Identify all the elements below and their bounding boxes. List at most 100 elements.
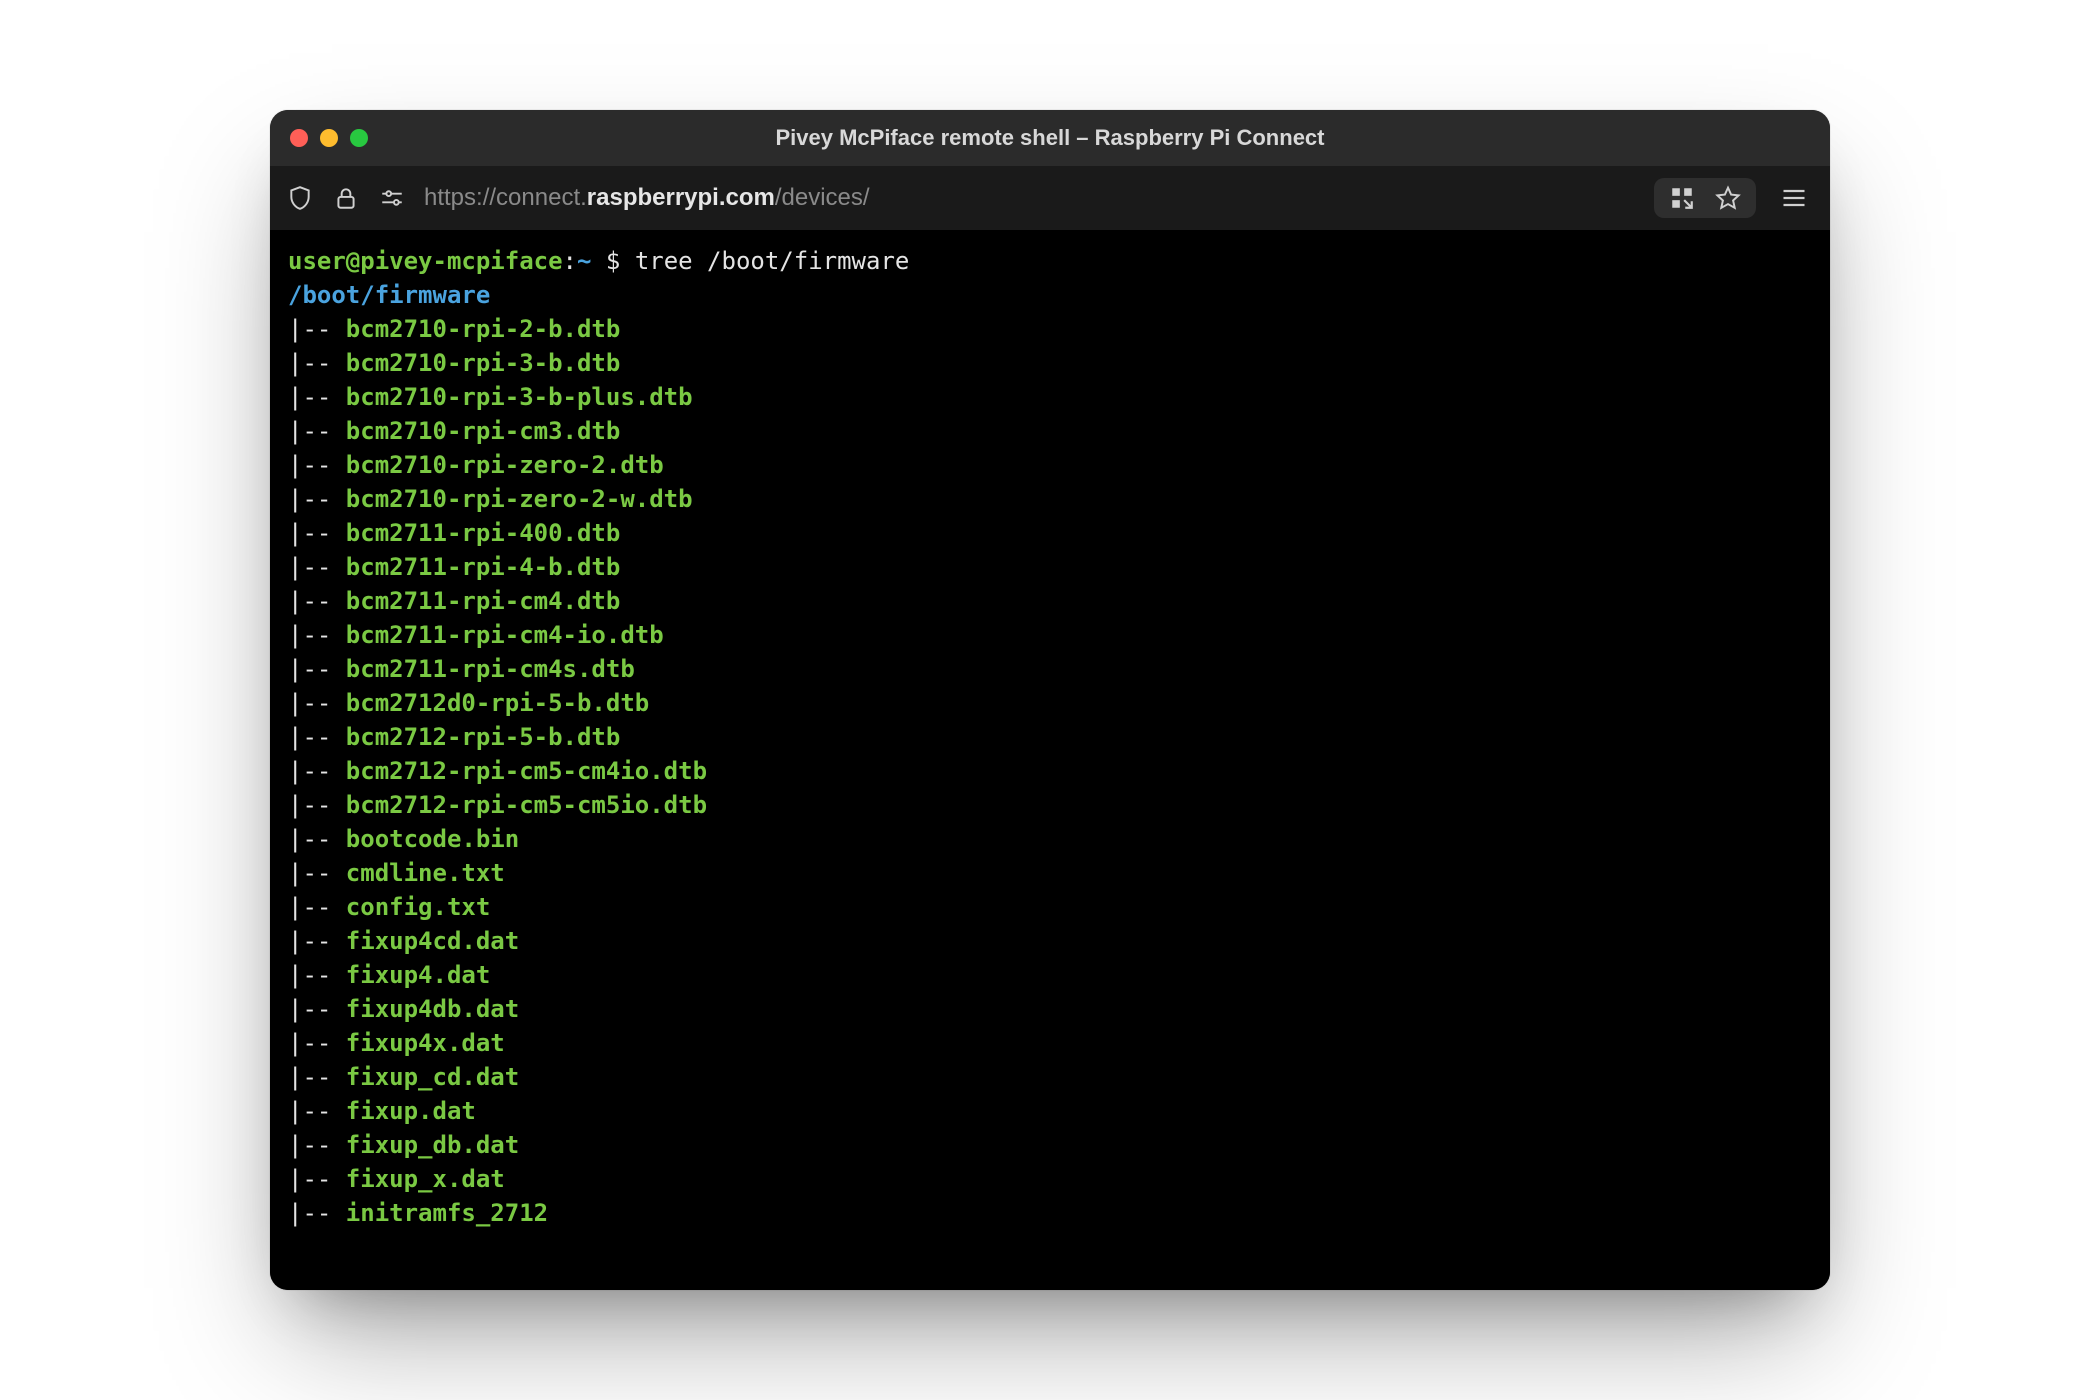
- tree-file: config.txt: [346, 893, 491, 921]
- tree-line: |-- cmdline.txt: [288, 856, 1812, 890]
- prompt-user: user: [288, 247, 346, 275]
- tree-branch: |--: [288, 655, 346, 683]
- window-title: Pivey McPiface remote shell – Raspberry …: [290, 125, 1810, 151]
- tree-file: bcm2710-rpi-zero-2.dtb: [346, 451, 664, 479]
- toolbar-action-pill: [1654, 178, 1756, 218]
- tree-branch: |--: [288, 961, 346, 989]
- tree-branch: |--: [288, 825, 346, 853]
- browser-toolbar: https://connect.raspberrypi.com/devices/: [270, 166, 1830, 230]
- tree-line: |-- bootcode.bin: [288, 822, 1812, 856]
- tree-branch: |--: [288, 485, 346, 513]
- tree-line: |-- fixup4cd.dat: [288, 924, 1812, 958]
- tree-branch: |--: [288, 791, 346, 819]
- tree-branch: |--: [288, 757, 346, 785]
- window-titlebar: Pivey McPiface remote shell – Raspberry …: [270, 110, 1830, 166]
- tree-line: |-- fixup_cd.dat: [288, 1060, 1812, 1094]
- tree-line: |-- config.txt: [288, 890, 1812, 924]
- traffic-lights: [290, 129, 368, 147]
- tree-line: |-- bcm2711-rpi-cm4-io.dtb: [288, 618, 1812, 652]
- settings-slider-icon[interactable]: [376, 182, 408, 214]
- tree-root-path: /boot/firmware: [288, 281, 490, 309]
- tree-branch: |--: [288, 1063, 346, 1091]
- tree-file: fixup.dat: [346, 1097, 476, 1125]
- expand-icon[interactable]: [1668, 184, 1696, 212]
- maximize-button[interactable]: [350, 129, 368, 147]
- tree-branch: |--: [288, 451, 346, 479]
- tree-file: bcm2711-rpi-cm4.dtb: [346, 587, 621, 615]
- tree-line: |-- bcm2712-rpi-cm5-cm5io.dtb: [288, 788, 1812, 822]
- tree-branch: |--: [288, 1199, 346, 1227]
- tree-file: bcm2712-rpi-5-b.dtb: [346, 723, 621, 751]
- tree-branch: |--: [288, 1097, 346, 1125]
- tree-file: fixup4db.dat: [346, 995, 519, 1023]
- tree-file: bcm2710-rpi-3-b.dtb: [346, 349, 621, 377]
- tree-branch: |--: [288, 893, 346, 921]
- star-icon[interactable]: [1714, 184, 1742, 212]
- shield-icon[interactable]: [284, 182, 316, 214]
- tree-line: |-- bcm2712-rpi-5-b.dtb: [288, 720, 1812, 754]
- prompt-host: pivey-mcpiface: [360, 247, 562, 275]
- tree-line: |-- fixup4db.dat: [288, 992, 1812, 1026]
- tree-file: bcm2712d0-rpi-5-b.dtb: [346, 689, 649, 717]
- tree-line: |-- bcm2710-rpi-3-b-plus.dtb: [288, 380, 1812, 414]
- tree-branch: |--: [288, 417, 346, 445]
- tree-line: |-- fixup.dat: [288, 1094, 1812, 1128]
- lock-icon[interactable]: [330, 182, 362, 214]
- tree-file: bcm2710-rpi-3-b-plus.dtb: [346, 383, 693, 411]
- menu-button[interactable]: [1772, 176, 1816, 220]
- tree-file: initramfs_2712: [346, 1199, 548, 1227]
- tree-file: fixup_x.dat: [346, 1165, 505, 1193]
- tree-line: |-- fixup_db.dat: [288, 1128, 1812, 1162]
- tree-file: fixup_cd.dat: [346, 1063, 519, 1091]
- url-bar[interactable]: https://connect.raspberrypi.com/devices/: [422, 184, 1640, 212]
- tree-line: |-- initramfs_2712: [288, 1196, 1812, 1230]
- tree-line: |-- fixup_x.dat: [288, 1162, 1812, 1196]
- tree-file: bcm2711-rpi-400.dtb: [346, 519, 621, 547]
- minimize-button[interactable]: [320, 129, 338, 147]
- tree-line: |-- bcm2712-rpi-cm5-cm4io.dtb: [288, 754, 1812, 788]
- tree-file: bcm2710-rpi-cm3.dtb: [346, 417, 621, 445]
- tree-file: cmdline.txt: [346, 859, 505, 887]
- tree-branch: |--: [288, 995, 346, 1023]
- tree-line: |-- fixup4.dat: [288, 958, 1812, 992]
- tree-line: |-- bcm2712d0-rpi-5-b.dtb: [288, 686, 1812, 720]
- tree-file: fixup4.dat: [346, 961, 491, 989]
- tree-branch: |--: [288, 519, 346, 547]
- url-protocol: https://: [424, 184, 496, 211]
- tree-line: |-- bcm2710-rpi-cm3.dtb: [288, 414, 1812, 448]
- tree-file: fixup4cd.dat: [346, 927, 519, 955]
- tree-line: |-- bcm2710-rpi-zero-2.dtb: [288, 448, 1812, 482]
- tree-line: |-- bcm2710-rpi-2-b.dtb: [288, 312, 1812, 346]
- tree-file: bcm2710-rpi-2-b.dtb: [346, 315, 621, 343]
- tree-file: bootcode.bin: [346, 825, 519, 853]
- tree-file: bcm2712-rpi-cm5-cm5io.dtb: [346, 791, 707, 819]
- tree-file: bcm2710-rpi-zero-2-w.dtb: [346, 485, 693, 513]
- tree-file: bcm2711-rpi-cm4-io.dtb: [346, 621, 664, 649]
- tree-branch: |--: [288, 349, 346, 377]
- tree-branch: |--: [288, 315, 346, 343]
- terminal-output[interactable]: user@pivey-mcpiface:~ $ tree /boot/firmw…: [270, 230, 1830, 1290]
- tree-branch: |--: [288, 1131, 346, 1159]
- prompt-cwd: ~: [577, 247, 591, 275]
- tree-line: |-- bcm2711-rpi-cm4.dtb: [288, 584, 1812, 618]
- tree-file: fixup4x.dat: [346, 1029, 505, 1057]
- tree-file: fixup_db.dat: [346, 1131, 519, 1159]
- tree-branch: |--: [288, 587, 346, 615]
- tree-line: |-- fixup4x.dat: [288, 1026, 1812, 1060]
- close-button[interactable]: [290, 129, 308, 147]
- tree-branch: |--: [288, 927, 346, 955]
- tree-file: bcm2711-rpi-cm4s.dtb: [346, 655, 635, 683]
- prompt-command: tree /boot/firmware: [635, 247, 910, 275]
- tree-line: |-- bcm2710-rpi-zero-2-w.dtb: [288, 482, 1812, 516]
- url-host: raspberrypi.com: [587, 184, 775, 211]
- tree-branch: |--: [288, 689, 346, 717]
- url-subdomain: connect.: [496, 184, 587, 211]
- prompt-line: user@pivey-mcpiface:~ $ tree /boot/firmw…: [288, 244, 1812, 278]
- tree-branch: |--: [288, 1165, 346, 1193]
- tree-root: /boot/firmware: [288, 278, 1812, 312]
- tree-line: |-- bcm2711-rpi-cm4s.dtb: [288, 652, 1812, 686]
- tree-file: bcm2712-rpi-cm5-cm4io.dtb: [346, 757, 707, 785]
- tree-line: |-- bcm2710-rpi-3-b.dtb: [288, 346, 1812, 380]
- tree-line: |-- bcm2711-rpi-400.dtb: [288, 516, 1812, 550]
- tree-branch: |--: [288, 621, 346, 649]
